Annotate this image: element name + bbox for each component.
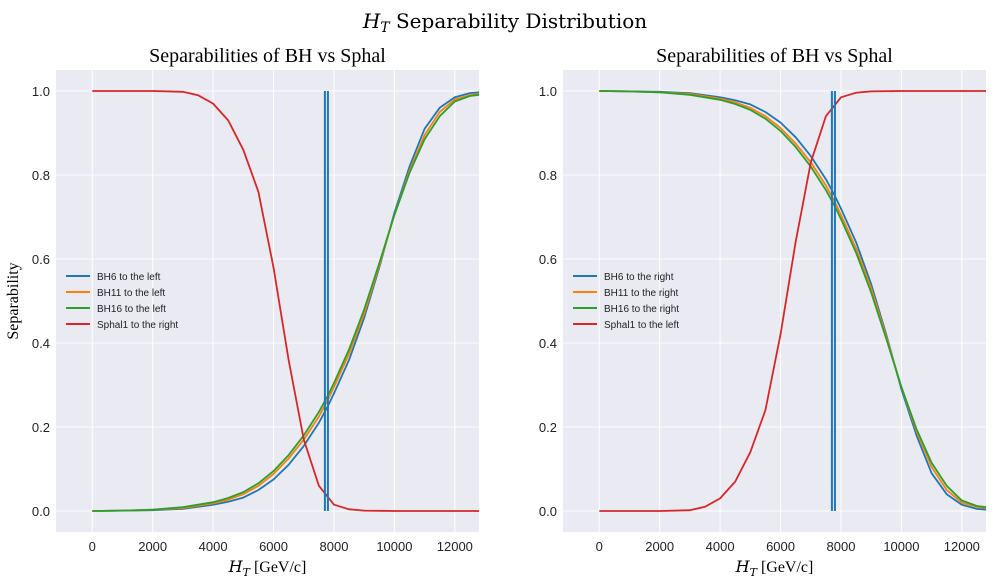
x-tick-label: 12000 — [437, 539, 473, 554]
plot-area — [563, 70, 986, 532]
y-tick-label: 0.8 — [539, 168, 557, 183]
x-tick-label: 2000 — [138, 539, 167, 554]
x-tick-label: 4000 — [199, 539, 228, 554]
x-tick-label: 2000 — [645, 539, 674, 554]
legend: BH6 to the left BH11 to the left BH16 to t… — [66, 272, 178, 331]
x-tick-label: 8000 — [320, 539, 349, 554]
x-axis-label: HT [GeV/c] — [228, 557, 307, 579]
chart-title: Separabilities of BH vs Sphal — [149, 45, 386, 67]
series-line — [92, 93, 480, 512]
legend: BH6 to the right BH11 to the right BH16 to… — [573, 272, 679, 331]
legend-entry: BH11 to the left — [97, 288, 165, 299]
y-tick-label: 0.0 — [32, 504, 50, 519]
legend-entry: BH16 to the right — [604, 304, 679, 315]
x-tick-label: 10000 — [376, 539, 412, 554]
y-axis-label: Separability — [5, 262, 22, 339]
series-line — [92, 90, 479, 512]
y-tick-label: 0.4 — [539, 336, 557, 351]
plot-area — [56, 70, 479, 532]
y-tick-label: 0.6 — [539, 252, 557, 267]
legend-entry: Sphal1 to the right — [97, 320, 178, 331]
x-tick-label: 12000 — [944, 539, 980, 554]
y-tick-label: 0.4 — [32, 336, 50, 351]
y-tick-label: 1.0 — [539, 84, 557, 99]
x-tick-label: 8000 — [827, 539, 856, 554]
y-tick-label: 0.6 — [32, 252, 50, 267]
x-tick-label: 4000 — [706, 539, 735, 554]
y-tick-label: 0.2 — [32, 420, 50, 435]
legend-entry: Sphal1 to the left — [604, 320, 679, 331]
x-tick-label: 10000 — [883, 539, 919, 554]
x-axis-label: HT [GeV/c] — [735, 557, 814, 579]
x-tick-label: 6000 — [259, 539, 288, 554]
series-line — [599, 90, 987, 509]
legend-entry: BH16 to the left — [97, 304, 166, 315]
x-tick-label: 0 — [89, 539, 96, 554]
right-chart-panel: 0 2000 4000 6000 8000 10000 12000 0.0 0.2 0.4 0.6 0… — [539, 45, 987, 579]
series-line — [599, 90, 987, 511]
chart-title: Separabilities of BH vs Sphal — [656, 45, 893, 67]
series-line — [92, 91, 480, 512]
x-tick-label: 0 — [596, 539, 603, 554]
series-line — [599, 90, 986, 512]
figure-title: HT Separability Distribution — [362, 9, 647, 36]
y-tick-label: 0.2 — [539, 420, 557, 435]
y-tick-label: 1.0 — [32, 84, 50, 99]
left-chart-panel: 0 2000 4000 6000 8000 10000 12000 0.0 0.2 0.4 0.6 0… — [5, 45, 480, 579]
legend-entry: BH6 to the right — [604, 272, 674, 283]
legend-entry: BH6 to the left — [97, 272, 161, 283]
series-line — [92, 93, 480, 512]
legend-entry: BH11 to the right — [604, 288, 679, 299]
y-tick-label: 0.0 — [539, 504, 557, 519]
series-line — [599, 90, 987, 509]
y-tick-label: 0.8 — [32, 168, 50, 183]
grid-lines — [56, 70, 479, 532]
x-tick-label: 6000 — [766, 539, 795, 554]
